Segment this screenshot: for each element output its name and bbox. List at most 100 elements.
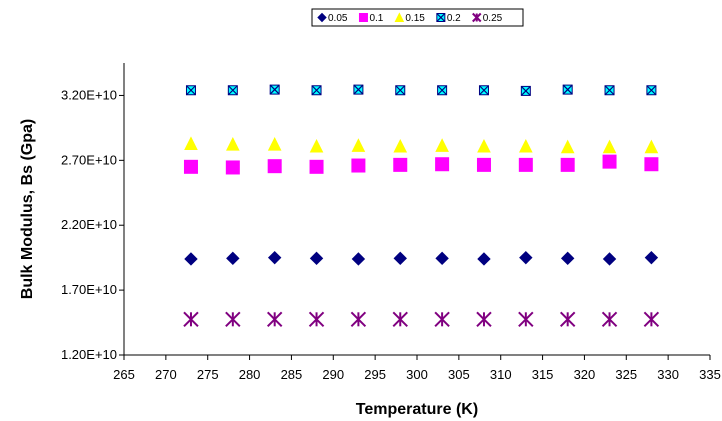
x-tick-label: 330 [657, 367, 679, 382]
x-tick-label: 305 [448, 367, 470, 382]
series-0.2 [185, 84, 657, 96]
data-point [227, 85, 238, 96]
x-tick-label: 320 [574, 367, 596, 382]
legend-entry: 0.25 [472, 12, 503, 24]
series-0.15 [184, 136, 659, 154]
data-point [520, 85, 531, 96]
legend-label: 0.05 [328, 13, 348, 24]
data-point [308, 311, 325, 328]
data-point [644, 139, 659, 154]
data-point [392, 311, 408, 328]
legend-label: 0.1 [369, 13, 383, 24]
data-point [518, 157, 533, 172]
data-point [643, 311, 660, 328]
data-point [267, 136, 282, 151]
data-point [601, 311, 618, 328]
data-point [560, 157, 575, 172]
y-axis-title: Bulk Modulus, Bs (Gpa) [19, 119, 36, 299]
data-point [266, 311, 283, 328]
data-point [644, 250, 659, 265]
data-point [351, 138, 366, 152]
data-point [646, 85, 657, 96]
data-point [435, 251, 449, 266]
data-point [225, 311, 241, 328]
legend-marker [358, 13, 368, 22]
data-point [560, 139, 575, 154]
legend-marker [472, 12, 482, 23]
x-tick-label: 280 [239, 367, 261, 382]
data-point [604, 85, 615, 96]
legend-entry: 0.2 [436, 13, 461, 24]
legend-marker [317, 12, 327, 23]
data-point [183, 311, 199, 328]
data-point [183, 159, 198, 174]
data-point [602, 154, 617, 169]
legend-label: 0.25 [483, 13, 503, 24]
data-point [559, 311, 576, 328]
data-point [560, 251, 575, 266]
data-point [309, 138, 324, 153]
series-0.05 [184, 250, 659, 266]
data-point [437, 85, 448, 96]
y-tick-label: 2.70E+10 [61, 152, 117, 167]
y-tick-label: 2.20E+10 [61, 217, 117, 232]
data-point [519, 250, 533, 265]
data-point [435, 138, 449, 152]
data-point [602, 252, 617, 266]
data-point [434, 311, 450, 328]
data-point [309, 159, 324, 174]
x-tick-label: 310 [490, 367, 512, 382]
data-point [226, 136, 240, 151]
data-point [435, 157, 450, 172]
axes [123, 63, 710, 356]
x-tick-label: 270 [155, 367, 177, 382]
data-point [269, 84, 280, 95]
data-point [393, 157, 408, 172]
x-tick-label: 265 [113, 367, 135, 382]
y-tick-label: 1.20E+10 [61, 347, 117, 362]
data-points [183, 84, 660, 328]
y-tick-label: 3.20E+10 [61, 87, 117, 102]
data-point [225, 160, 240, 175]
data-point [353, 84, 364, 95]
y-tick-label: 1.70E+10 [61, 282, 117, 297]
data-point [476, 311, 492, 328]
data-point [351, 252, 366, 266]
x-tick-label: 275 [197, 367, 219, 382]
data-point [309, 251, 324, 266]
data-point [476, 157, 491, 172]
data-point [184, 252, 198, 266]
data-point [519, 138, 533, 153]
data-point [477, 138, 491, 153]
data-point [478, 85, 489, 96]
x-tick-label: 295 [364, 367, 386, 382]
data-point [350, 311, 367, 328]
data-point [562, 84, 573, 95]
x-tick-label: 300 [406, 367, 428, 382]
x-axis-title: Temperature (K) [356, 401, 478, 418]
legend-label: 0.2 [447, 13, 461, 24]
data-point [602, 139, 617, 154]
legend-marker [436, 13, 446, 22]
data-point [393, 138, 408, 153]
legend-entry: 0.1 [358, 13, 384, 24]
data-point [267, 159, 282, 174]
legend-marker [394, 12, 405, 22]
data-point [518, 311, 534, 328]
legend: 0.05 0.1 0.15 0.2 0.25 [311, 8, 524, 27]
x-tick-label: 315 [532, 367, 554, 382]
legend-entry: 0.05 [317, 12, 348, 24]
series-0.25 [183, 311, 660, 328]
data-point [393, 251, 407, 266]
data-point [226, 251, 240, 266]
ticks: 265 270 275 280 285 290 295 300 305 310 315 320 325 3… [61, 87, 721, 382]
data-point [267, 250, 282, 265]
legend-label: 0.15 [405, 13, 425, 24]
legend-entry: 0.15 [394, 12, 425, 24]
data-point [184, 136, 198, 150]
data-point [395, 85, 406, 96]
series-0.1 [183, 154, 659, 175]
data-point [477, 252, 491, 266]
x-tick-label: 335 [699, 367, 721, 382]
